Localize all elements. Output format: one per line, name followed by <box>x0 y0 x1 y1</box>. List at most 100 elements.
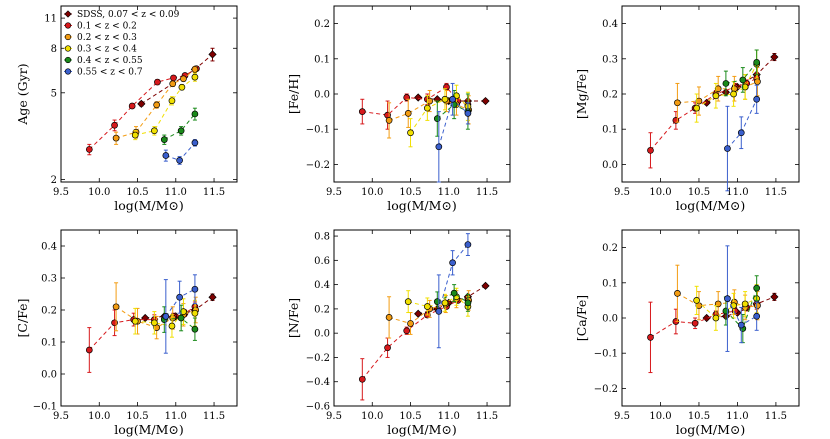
y-tick-label: −0.2 <box>306 160 330 171</box>
data-point <box>191 66 199 73</box>
y-tick-label: 0.8 <box>314 232 330 243</box>
data-point <box>770 292 779 301</box>
x-tick-label: 11.0 <box>726 411 748 422</box>
data-point <box>131 317 139 325</box>
data-point <box>137 99 146 108</box>
data-point <box>191 325 199 333</box>
y-tick-label: 0.4 <box>602 19 618 30</box>
series-5 <box>162 139 199 165</box>
x-tick-label: 10.0 <box>649 187 671 198</box>
data-point <box>358 375 366 383</box>
data-point <box>693 297 700 304</box>
x-tick-label: 10.5 <box>126 187 148 198</box>
data-point <box>154 78 161 86</box>
data-point <box>208 50 217 59</box>
panel-6: 9.5 10.0 10.5 11.0 11.5 −0.2 −0.1 0.0 0.1 0.2 log(… <box>574 229 800 437</box>
y-tick-label: 0.0 <box>602 160 618 171</box>
panel-3: 9.5 10.0 10.5 11.0 11.5 0.0 0.1 0.2 0.3 0.4 log(M/… <box>574 5 800 213</box>
x-tick-label: 9.5 <box>614 411 630 422</box>
x-axis-label: log(M/M⊙) <box>387 422 457 437</box>
series-5 <box>435 233 472 349</box>
data-point <box>753 95 761 103</box>
x-tick-label: 10.0 <box>88 411 110 422</box>
data-point <box>191 285 199 293</box>
data-point <box>754 302 761 310</box>
x-tick-label: 11.5 <box>765 187 787 198</box>
data-point <box>441 299 449 307</box>
data-point <box>384 344 391 352</box>
data-point <box>385 314 393 321</box>
series-line <box>418 285 486 315</box>
series-4 <box>433 284 472 312</box>
y-axis-label: [Fe/H] <box>286 74 301 114</box>
y-axis-label: [Ca/Fe] <box>574 295 589 341</box>
x-tick-label: 10.0 <box>88 187 110 198</box>
y-tick-label: −0.4 <box>306 377 330 388</box>
y-tick-label: −0.1 <box>306 125 330 136</box>
y-tick-label: 0.3 <box>41 274 57 285</box>
axes-frame <box>60 5 238 183</box>
data-point <box>435 307 443 315</box>
x-tick-label: 9.5 <box>53 411 69 422</box>
series-line <box>88 68 197 150</box>
data-point <box>647 334 654 341</box>
x-axis-label: log(M/M⊙) <box>676 198 746 213</box>
y-tick-label: 0.2 <box>602 243 618 254</box>
data-point <box>162 152 170 159</box>
data-point <box>85 146 93 153</box>
data-point <box>180 75 187 83</box>
data-point <box>170 74 177 82</box>
y-tick-label: −0.2 <box>306 353 330 364</box>
data-point <box>441 95 449 103</box>
data-point <box>176 293 183 301</box>
axes-frame <box>333 229 511 407</box>
series-line <box>388 100 469 121</box>
data-point <box>433 115 441 122</box>
y-tick-label: 0.1 <box>314 54 330 65</box>
x-tick-label: 11.5 <box>203 187 225 198</box>
data-point <box>712 314 720 322</box>
y-axis-label: [Mg/Fe] <box>574 69 589 119</box>
data-point <box>647 146 654 154</box>
y-tick-label: 0.2 <box>314 304 330 315</box>
x-tick-label: 10.0 <box>649 411 671 422</box>
data-point <box>481 281 490 290</box>
x-tick-label: 10.5 <box>688 187 710 198</box>
data-point <box>111 319 118 327</box>
data-point <box>407 320 414 327</box>
data-point <box>481 96 490 106</box>
y-tick-label: 0.0 <box>41 370 57 381</box>
data-point <box>739 76 747 84</box>
x-tick-label: 10.5 <box>126 411 148 422</box>
legend-marker <box>64 56 72 64</box>
legend-entry-label: SDSS, 0.07 < z < 0.09 <box>77 10 180 20</box>
series-line <box>706 56 775 104</box>
x-tick-label: 10.5 <box>399 411 421 422</box>
y-tick-label: −0.6 <box>306 402 330 413</box>
data-point <box>177 127 185 135</box>
data-point <box>722 307 730 315</box>
data-point <box>714 85 722 93</box>
legend-marker <box>64 45 72 52</box>
series-1 <box>358 295 472 401</box>
legend: SDSS, 0.07 < z < 0.09 0.1 < z < 0.20.2 < … <box>64 10 180 78</box>
y-axis-label: Age (Gyr) <box>15 63 30 125</box>
x-tick-label: 10.5 <box>688 411 710 422</box>
x-tick-label: 11.5 <box>765 411 787 422</box>
x-tick-label: 11.0 <box>165 187 187 198</box>
y-axis-label: [C/Fe] <box>15 299 30 338</box>
y-tick-label: 0.2 <box>602 90 618 101</box>
y-tick-label: 0.6 <box>314 256 330 267</box>
data-point <box>162 313 170 320</box>
y-axis-label: [N/Fe] <box>286 298 301 338</box>
data-point <box>191 110 199 118</box>
y-tick-label: 0.0 <box>602 314 618 325</box>
data-point <box>674 290 681 297</box>
data-point <box>128 102 136 110</box>
y-tick-label: −0.2 <box>594 384 618 395</box>
data-point <box>151 319 158 327</box>
legend-entry-label: 0.2 < z < 0.3 <box>77 33 137 43</box>
data-point <box>424 303 431 310</box>
x-tick-label: 10.5 <box>399 187 421 198</box>
x-tick-label: 9.5 <box>614 187 630 198</box>
